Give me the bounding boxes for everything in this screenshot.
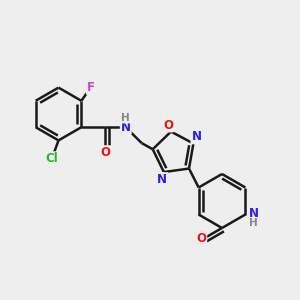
Text: O: O xyxy=(196,232,206,245)
Text: N: N xyxy=(191,130,201,143)
Text: H: H xyxy=(249,218,258,228)
Text: H: H xyxy=(122,112,130,123)
Text: Cl: Cl xyxy=(46,152,58,165)
Text: O: O xyxy=(100,146,110,159)
Text: F: F xyxy=(87,81,95,94)
Text: N: N xyxy=(121,121,131,134)
Text: O: O xyxy=(163,118,173,131)
Text: N: N xyxy=(158,173,167,186)
Text: N: N xyxy=(249,207,259,220)
